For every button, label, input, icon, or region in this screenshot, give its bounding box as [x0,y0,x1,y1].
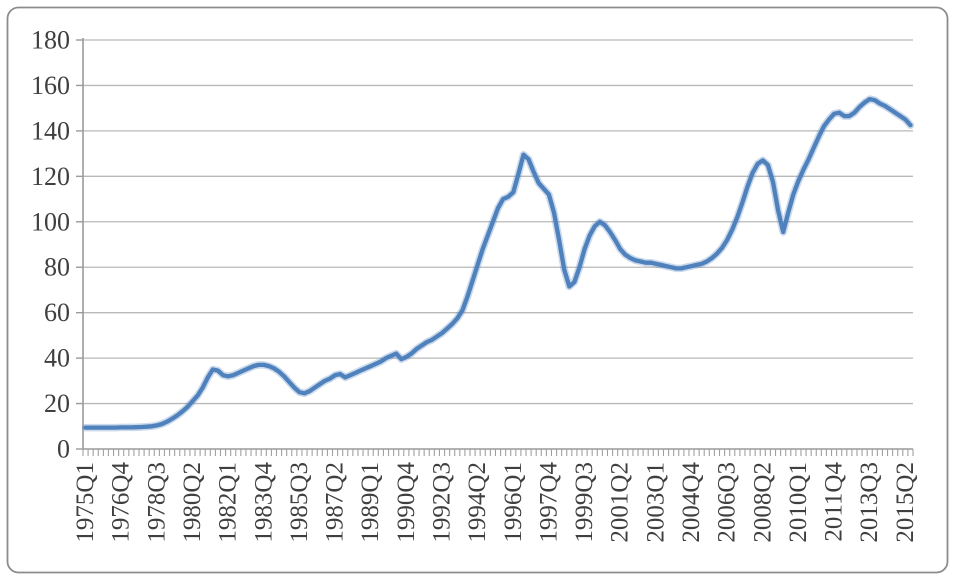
x-axis-label: 2001Q2 [607,462,634,543]
x-axis-label: 1980Q2 [179,462,206,543]
x-axis-label: 2011Q4 [821,462,848,542]
x-axis-label: 2004Q4 [678,462,705,543]
x-axis-label: 1975Q1 [72,462,99,543]
x-axis-label: 1983Q4 [250,462,277,543]
x-axis-label: 2013Q3 [856,462,883,543]
x-axis-label: 1996Q1 [500,462,527,543]
x-axis-label: 2008Q2 [749,462,776,543]
chart-frame-border [6,6,949,574]
y-axis-label: 0 [57,435,70,464]
y-axis-label: 160 [31,71,70,100]
x-axis-label: 2003Q1 [642,462,669,543]
x-axis-label: 1987Q2 [322,462,349,543]
x-axis-label: 1989Q1 [357,462,384,543]
y-axis-label: 100 [31,207,70,236]
x-axis-label: 1990Q4 [393,462,420,543]
y-axis-label: 120 [31,162,70,191]
x-axis-label: 1992Q3 [428,462,455,543]
x-axis-label: 1999Q3 [571,462,598,543]
x-axis-label: 1976Q4 [108,462,135,543]
y-axis-label: 20 [44,389,70,418]
x-axis-label: 1985Q3 [286,462,313,543]
x-axis-label: 1982Q1 [215,462,242,543]
y-axis-label: 80 [44,253,70,282]
y-axis-label: 40 [44,344,70,373]
x-axis-label: 1978Q3 [143,462,170,543]
x-axis-label: 1997Q4 [535,462,562,543]
x-axis-label: 2015Q2 [892,462,919,543]
data-line [83,96,913,430]
x-axis-label: 2006Q3 [714,462,741,543]
x-axis-label: 2010Q1 [785,462,812,543]
y-axis-label: 60 [44,298,70,327]
y-axis-label: 180 [31,26,70,55]
x-axis-label: 1994Q2 [464,462,491,543]
y-axis-label: 140 [31,116,70,145]
